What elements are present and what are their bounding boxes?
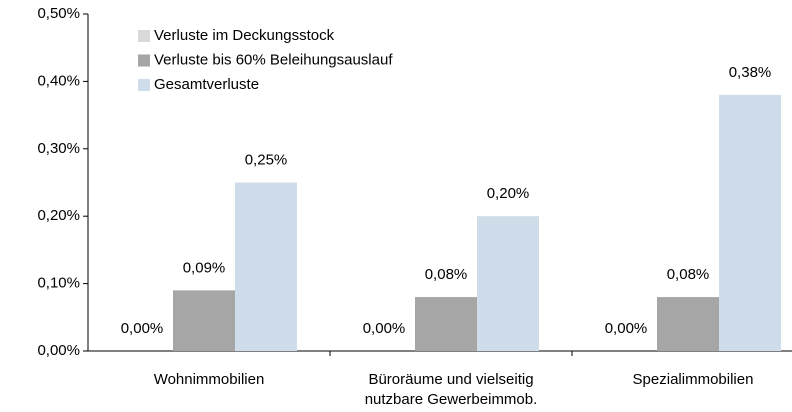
value-label: 0,20%: [487, 185, 530, 202]
y-tick-label: 0,30%: [37, 140, 80, 157]
value-label: 0,09%: [183, 259, 226, 276]
legend-swatch: [138, 54, 150, 67]
value-label: 0,25%: [245, 151, 288, 168]
y-tick-label: 0,00%: [37, 342, 80, 359]
legend-label: Gesamtverluste: [154, 76, 259, 93]
value-label: 0,08%: [667, 266, 710, 283]
y-tick-label: 0,10%: [37, 275, 80, 292]
legend-label: Verluste bis 60% Beleihungsauslauf: [154, 51, 393, 68]
bar: [477, 216, 539, 351]
value-label: 0,38%: [729, 64, 772, 81]
bar: [235, 182, 297, 351]
x-tick-label: Büroräume und vielseitig nutzbare Gewerbe…: [365, 371, 538, 408]
y-tick-label: 0,50%: [37, 5, 80, 22]
legend-swatch: [138, 79, 150, 91]
y-tick-label: 0,20%: [37, 207, 80, 224]
value-label: 0,00%: [605, 320, 648, 337]
value-label: 0,00%: [363, 320, 406, 337]
bar: [719, 94, 781, 351]
legend-label: Verluste im Deckungsstock: [154, 27, 335, 44]
value-label: 0,08%: [425, 266, 468, 283]
y-tick-label: 0,40%: [37, 72, 80, 89]
x-tick-label: Wohnimmobilien: [154, 371, 265, 388]
bar: [173, 290, 235, 351]
legend-swatch: [138, 30, 150, 42]
value-label: 0,00%: [121, 320, 164, 337]
bar: [657, 297, 719, 351]
x-tick-label: Spezialimmobilien: [633, 371, 754, 388]
bar: [415, 297, 477, 351]
